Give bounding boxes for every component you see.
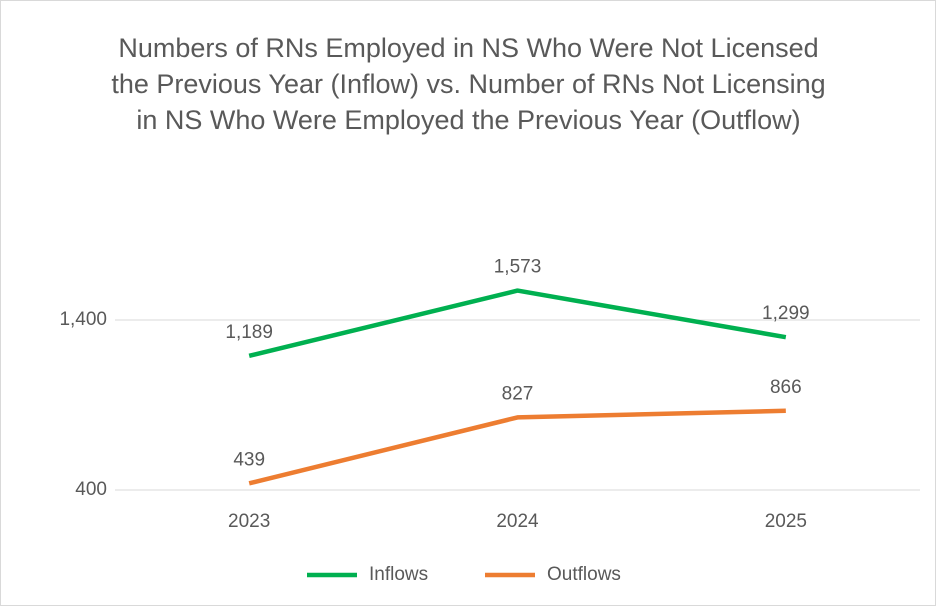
x-tick-label: 2023 [228,511,270,532]
y-tick-label: 400 [75,479,107,500]
x-tick-label: 2024 [496,511,539,532]
data-label: 866 [770,377,802,398]
chart-title: Numbers of RNs Employed in NS Who Were N… [111,33,826,135]
data-label: 439 [233,449,265,470]
y-tick-label: 1,400 [59,309,107,330]
x-tick-label: 2025 [765,511,807,532]
title-box: Numbers of RNs Employed in NS Who Were N… [0,30,937,138]
legend-label: Inflows [369,564,428,585]
legend-label: Outflows [547,564,621,585]
data-label: 1,573 [494,257,542,278]
data-label: 827 [502,383,534,404]
data-line [248,408,786,486]
data-label: 1,189 [225,322,273,343]
data-line [248,288,787,359]
data-label: 1,299 [762,303,810,324]
